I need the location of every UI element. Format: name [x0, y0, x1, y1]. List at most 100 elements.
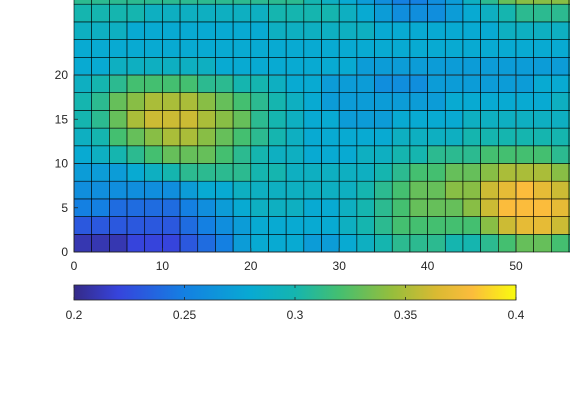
heatmap-cell: [498, 216, 517, 235]
heatmap-cell: [409, 0, 428, 5]
heatmap-cell: [109, 0, 128, 5]
heatmap-cell: [409, 145, 428, 164]
heatmap-cell: [91, 0, 110, 5]
heatmap-cell: [374, 145, 393, 164]
heatmap-cell: [356, 163, 375, 182]
heatmap-cell: [515, 163, 534, 182]
heatmap-cell: [551, 74, 570, 94]
heatmap-cell: [285, 216, 305, 235]
heatmap-cell: [250, 163, 269, 182]
heatmap-cell: [462, 0, 481, 5]
heatmap-cell: [462, 198, 481, 217]
y-tick-label: 5: [61, 201, 68, 215]
heatmap-cell: [162, 127, 181, 147]
heatmap-cell: [215, 74, 234, 94]
heatmap-cell: [268, 216, 287, 235]
heatmap-cell: [285, 110, 305, 129]
heatmap-cell: [197, 92, 216, 111]
heatmap-cell: [250, 234, 269, 253]
heatmap-cell: [498, 56, 517, 76]
heatmap-cell: [462, 234, 481, 253]
heatmap-cell: [391, 56, 411, 76]
heatmap-cell: [197, 21, 216, 40]
heatmap-cell: [144, 110, 163, 129]
heatmap-cell: [480, 110, 499, 129]
heatmap-cell: [356, 180, 375, 200]
colorbar-tick-label: 0.4: [508, 308, 525, 322]
x-tick-label: 50: [509, 259, 523, 273]
heatmap-cell: [444, 39, 464, 58]
heatmap-cell: [126, 180, 146, 200]
heatmap-cell: [444, 234, 464, 253]
heatmap-cell: [427, 56, 446, 76]
heatmap-cell: [285, 3, 305, 23]
colorbar-tick-label: 0.35: [394, 308, 418, 322]
heatmap-cell: [109, 127, 128, 147]
heatmap-cell: [303, 92, 322, 111]
heatmap-cell: [215, 92, 234, 111]
heatmap-cell: [250, 110, 269, 129]
heatmap-cell: [91, 3, 110, 23]
heatmap-cell: [232, 74, 252, 94]
heatmap-cell: [391, 110, 411, 129]
heatmap-cell: [109, 234, 128, 253]
heatmap-cell: [533, 216, 552, 235]
heatmap-cell: [144, 0, 163, 5]
heatmap-cell: [533, 145, 552, 164]
heatmap-cell: [215, 39, 234, 58]
heatmap-cell: [409, 21, 428, 40]
heatmap-cell: [215, 0, 234, 5]
heatmap-cell: [427, 92, 446, 111]
heatmap-cell: [268, 74, 287, 94]
heatmap-cell: [374, 3, 393, 23]
heatmap-cell: [444, 92, 464, 111]
heatmap-cell: [215, 110, 234, 129]
heatmap-cell: [533, 110, 552, 129]
heatmap-cell: [462, 145, 481, 164]
heatmap-cell: [515, 0, 534, 5]
heatmap-cell: [215, 198, 234, 217]
heatmap-cell: [498, 127, 517, 147]
heatmap-cell: [409, 234, 428, 253]
heatmap-cell: [515, 21, 534, 40]
heatmap-cell: [126, 21, 146, 40]
heatmap-cell: [356, 56, 375, 76]
heatmap-cell: [126, 39, 146, 58]
heatmap-cell: [338, 163, 358, 182]
heatmap-cell: [427, 39, 446, 58]
heatmap-cell: [197, 127, 216, 147]
heatmap-cell: [197, 74, 216, 94]
heatmap-cell: [126, 234, 146, 253]
heatmap-cell: [73, 0, 92, 5]
heatmap-cell: [285, 0, 305, 5]
heatmap-cell: [321, 180, 340, 200]
heatmap-cell: [179, 110, 199, 129]
heatmap-cell: [338, 234, 358, 253]
heatmap-cell: [91, 163, 110, 182]
colorbar-tick-label: 0.2: [66, 308, 83, 322]
heatmap-cell: [356, 74, 375, 94]
heatmap-cell: [144, 234, 163, 253]
heatmap-cell: [250, 198, 269, 217]
heatmap-cell: [73, 180, 92, 200]
heatmap-cell: [91, 39, 110, 58]
heatmap-cell: [250, 92, 269, 111]
heatmap-cell: [444, 145, 464, 164]
heatmap-cell: [73, 21, 92, 40]
heatmap-cell: [215, 234, 234, 253]
heatmap-cell: [162, 21, 181, 40]
heatmap-cell: [427, 127, 446, 147]
heatmap-cell: [73, 145, 92, 164]
heatmap-cell: [179, 0, 199, 5]
heatmap-cell: [462, 56, 481, 76]
heatmap-cell: [285, 92, 305, 111]
heatmap-cell: [444, 0, 464, 5]
heatmap-cell: [197, 0, 216, 5]
heatmap-cell: [179, 127, 199, 147]
heatmap-cell: [144, 92, 163, 111]
x-tick-label: 30: [333, 259, 347, 273]
heatmap-cell: [480, 3, 499, 23]
heatmap-cell: [232, 110, 252, 129]
colorbar-tick-label: 0.25: [173, 308, 197, 322]
heatmap-cell: [91, 74, 110, 94]
